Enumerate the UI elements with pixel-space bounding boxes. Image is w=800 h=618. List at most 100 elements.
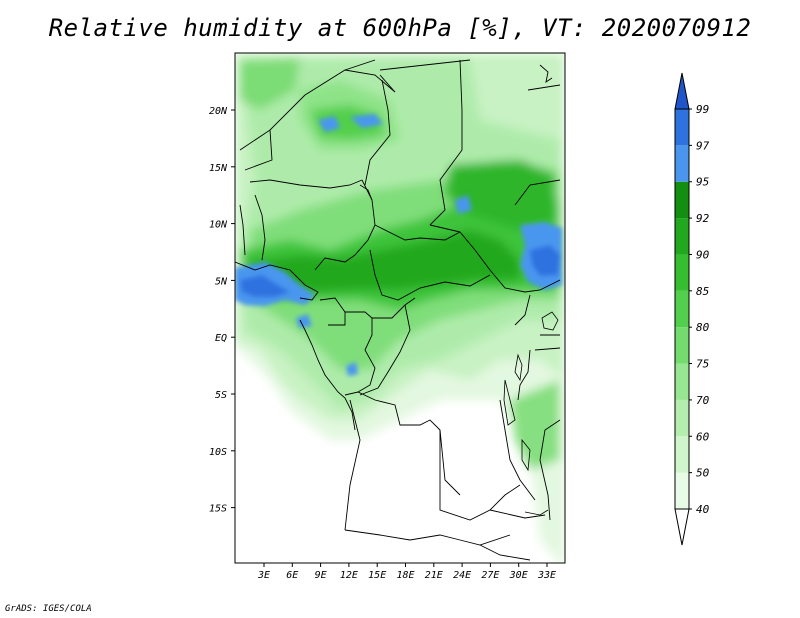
border-line xyxy=(517,349,531,401)
border-line xyxy=(439,430,521,521)
humidity-area-95-ne xyxy=(455,195,472,214)
lon-label: 9E xyxy=(315,570,327,581)
colorbar-label: 75 xyxy=(696,358,709,371)
colorbar-label: 85 xyxy=(696,285,709,298)
lake-outline xyxy=(514,353,523,382)
lat-label: 5N xyxy=(215,276,228,287)
colorbar-label: 50 xyxy=(696,467,710,480)
border-line xyxy=(379,74,396,93)
colorbar-segment xyxy=(675,109,689,146)
border-line xyxy=(239,129,273,171)
border-line xyxy=(514,294,531,326)
border-line xyxy=(314,179,376,271)
colorbar-segment xyxy=(675,218,689,255)
border-line xyxy=(374,224,461,241)
lake-outline xyxy=(359,184,373,201)
coastline xyxy=(539,64,553,83)
lat-label: 10S xyxy=(209,447,227,458)
colorbar-label: 97 xyxy=(696,139,710,152)
border-line xyxy=(489,509,546,519)
coastline xyxy=(299,319,356,431)
lakes xyxy=(359,184,559,516)
longitude-axis: 3E 6E 9E 12E 15E 18E 21E 24E 27E 30E 33E xyxy=(257,563,556,581)
border-line xyxy=(359,304,411,396)
humidity-area-97-west xyxy=(240,275,290,297)
lat-label: 20N xyxy=(209,106,228,117)
colorbar-label: 60 xyxy=(696,430,710,443)
humidity-area-92 xyxy=(250,230,520,292)
lake-outline xyxy=(503,379,516,426)
border-line xyxy=(539,419,561,521)
border-line xyxy=(304,69,396,96)
map-frame xyxy=(234,52,566,564)
humidity-area-95-north xyxy=(318,116,340,132)
border-line xyxy=(534,347,561,351)
colorbar-label: 70 xyxy=(696,394,710,407)
lat-label: EQ xyxy=(215,333,227,344)
colorbar-segment xyxy=(675,399,689,437)
border-line xyxy=(239,204,246,256)
border-line xyxy=(499,399,536,501)
colorbar-label: 92 xyxy=(696,212,710,225)
border-line xyxy=(514,179,561,206)
humidity-area-97-east xyxy=(530,245,560,276)
colorbar-segment xyxy=(675,181,689,219)
humidity-area-90b xyxy=(310,105,385,140)
border-line xyxy=(527,84,561,91)
border-line xyxy=(319,297,416,319)
colorbar-segment xyxy=(674,72,690,110)
border-line xyxy=(429,224,461,233)
lake-outline xyxy=(541,311,559,331)
lon-label: 6E xyxy=(286,570,298,581)
country-borders xyxy=(235,59,561,561)
border-line xyxy=(364,79,391,186)
lat-label: 10N xyxy=(209,220,228,231)
lon-label: 15E xyxy=(368,570,386,581)
credit-text: GrADS: IGES/COLA xyxy=(5,604,92,614)
latitude-axis: 20N 15N 10N 5N EQ 5S 10S 15S xyxy=(209,106,235,515)
humidity-area-95-coast xyxy=(296,314,312,328)
border-line xyxy=(269,94,306,131)
lat-label: 15S xyxy=(209,504,227,515)
colorbar: 40 50 60 70 75 80 85 90 92 95 97 99 xyxy=(674,72,710,546)
border-line xyxy=(344,59,376,71)
colorbar-label: 80 xyxy=(696,321,710,334)
colorbar-segment xyxy=(675,363,689,400)
humidity-area-80d xyxy=(510,380,560,470)
colorbar-segment xyxy=(674,508,690,546)
lon-label: 33E xyxy=(537,570,556,581)
coastline xyxy=(235,261,319,301)
colorbar-segment xyxy=(675,145,689,182)
border-line xyxy=(328,312,346,326)
lake-outline xyxy=(521,438,531,472)
border-line xyxy=(249,179,363,189)
lon-label: 27E xyxy=(481,570,499,581)
colorbar-segment xyxy=(675,472,689,509)
border-line xyxy=(459,59,463,111)
border-line xyxy=(459,231,561,293)
lon-label: 12E xyxy=(340,570,358,581)
colorbar-segment xyxy=(675,254,689,291)
lat-label: 15N xyxy=(209,163,228,174)
lon-label: 3E xyxy=(257,570,270,581)
lon-label: 21E xyxy=(425,570,443,581)
lon-label: 24E xyxy=(453,570,471,581)
humidity-field xyxy=(235,53,565,563)
lat-label: 5S xyxy=(215,390,227,401)
humidity-area-92b xyxy=(445,160,555,230)
colorbar-label: 99 xyxy=(696,103,709,116)
humidity-area-95-congo xyxy=(346,362,358,376)
colorbar-label: 90 xyxy=(696,248,710,261)
colorbar-segment xyxy=(675,327,689,364)
colorbar-segment xyxy=(675,436,689,473)
border-line xyxy=(369,249,491,301)
humidity-area-95-north2 xyxy=(350,114,383,128)
lon-label: 30E xyxy=(509,570,528,581)
lon-label: 18E xyxy=(396,570,414,581)
border-line xyxy=(344,399,361,531)
border-line xyxy=(344,391,461,496)
border-line xyxy=(379,59,471,71)
colorbar-label: 40 xyxy=(696,503,710,516)
colorbar-segment xyxy=(675,290,689,328)
map-title: Relative humidity at 600hPa [%], VT: 202… xyxy=(48,14,752,42)
